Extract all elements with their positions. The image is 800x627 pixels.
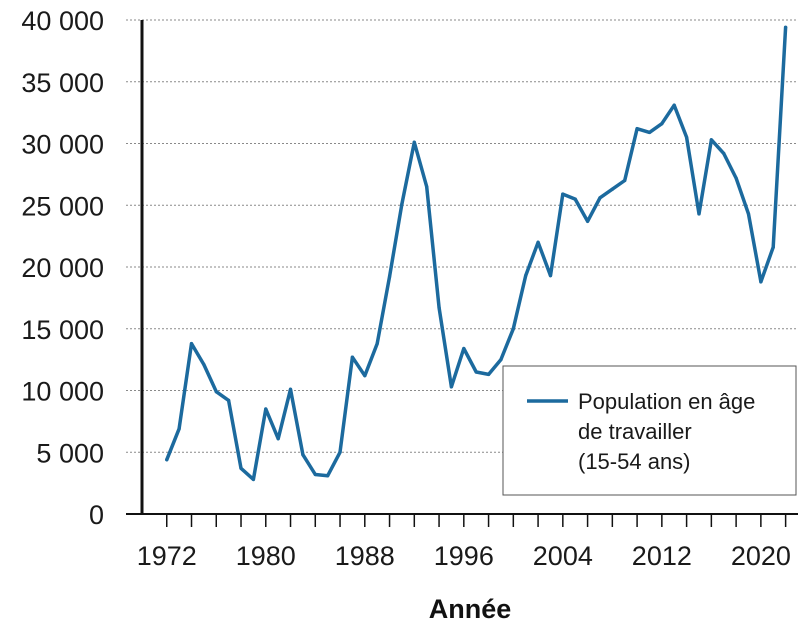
x-tick-label: 1996	[434, 541, 494, 571]
data-point	[313, 472, 317, 477]
data-point	[635, 127, 639, 131]
data-point	[288, 387, 293, 391]
data-point	[462, 346, 466, 351]
x-tick-label: 1972	[137, 541, 197, 571]
data-point	[784, 25, 788, 30]
data-point	[623, 178, 627, 183]
data-point	[202, 362, 206, 367]
legend-label: (15-54 ans)	[578, 449, 691, 474]
data-point	[214, 390, 218, 394]
data-point	[610, 187, 614, 191]
data-point	[486, 372, 491, 377]
y-tick-label: 40 000	[21, 6, 104, 36]
x-tick-label: 2020	[731, 541, 791, 571]
data-point	[177, 427, 181, 431]
data-point	[647, 130, 652, 134]
data-point	[722, 151, 726, 155]
data-point	[697, 212, 701, 216]
data-point	[239, 466, 243, 470]
data-point	[660, 122, 664, 126]
data-point	[499, 358, 503, 362]
data-point	[276, 437, 280, 441]
data-point	[437, 306, 441, 310]
y-tick-label: 0	[89, 500, 104, 530]
data-point	[301, 453, 305, 457]
x-axis-title: Année	[429, 594, 512, 624]
legend-box	[502, 365, 797, 496]
y-tick-label: 15 000	[21, 315, 104, 345]
data-point	[598, 196, 602, 200]
legend-label: Population en âge	[578, 389, 755, 414]
data-point	[387, 275, 392, 279]
data-point	[561, 192, 565, 196]
series-group	[165, 25, 788, 482]
y-tick-label: 20 000	[21, 253, 104, 283]
data-point	[425, 185, 429, 189]
data-point	[573, 197, 577, 201]
data-point	[511, 327, 515, 331]
data-point	[771, 245, 775, 249]
data-point	[585, 219, 590, 223]
data-point	[524, 274, 528, 278]
data-point	[251, 477, 255, 482]
x-tick-label: 1980	[236, 541, 296, 571]
y-tick-label: 10 000	[21, 377, 104, 407]
data-point	[672, 103, 676, 107]
data-point	[189, 341, 194, 346]
data-point	[326, 474, 330, 478]
data-point	[474, 370, 478, 374]
data-point	[709, 138, 713, 142]
x-tick-label: 2004	[533, 541, 593, 571]
x-tick-label: 1988	[335, 541, 395, 571]
data-point	[375, 341, 379, 346]
legend: Population en âge de travailler (15-54 ans…	[502, 365, 797, 496]
y-tick-label: 35 000	[21, 68, 104, 98]
data-point	[165, 458, 169, 462]
data-point	[685, 135, 689, 139]
y-axis-ticks: 0 5 000 10 000 15 000 20 000 25 000 30 000 35 0…	[21, 6, 104, 530]
y-tick-label: 5 000	[36, 438, 104, 468]
data-point	[338, 450, 342, 454]
y-tick-label: 30 000	[21, 130, 104, 160]
x-axis-ticks: 1972 1980 1988 1996 2004 2012 2020	[137, 514, 791, 571]
data-point	[746, 212, 751, 216]
data-point	[227, 398, 231, 402]
data-point	[536, 240, 540, 244]
grid-lines	[126, 19, 798, 453]
data-point	[548, 274, 553, 278]
legend-label: de travailler	[578, 419, 692, 444]
y-tick-label: 25 000	[21, 191, 104, 221]
x-tick-label: 2012	[632, 541, 692, 571]
data-point	[449, 385, 454, 389]
data-point	[734, 176, 738, 180]
data-point	[400, 202, 404, 206]
data-point	[412, 140, 416, 144]
data-point	[759, 280, 763, 284]
data-point	[350, 355, 355, 359]
data-point	[264, 407, 268, 411]
data-point	[363, 374, 367, 378]
